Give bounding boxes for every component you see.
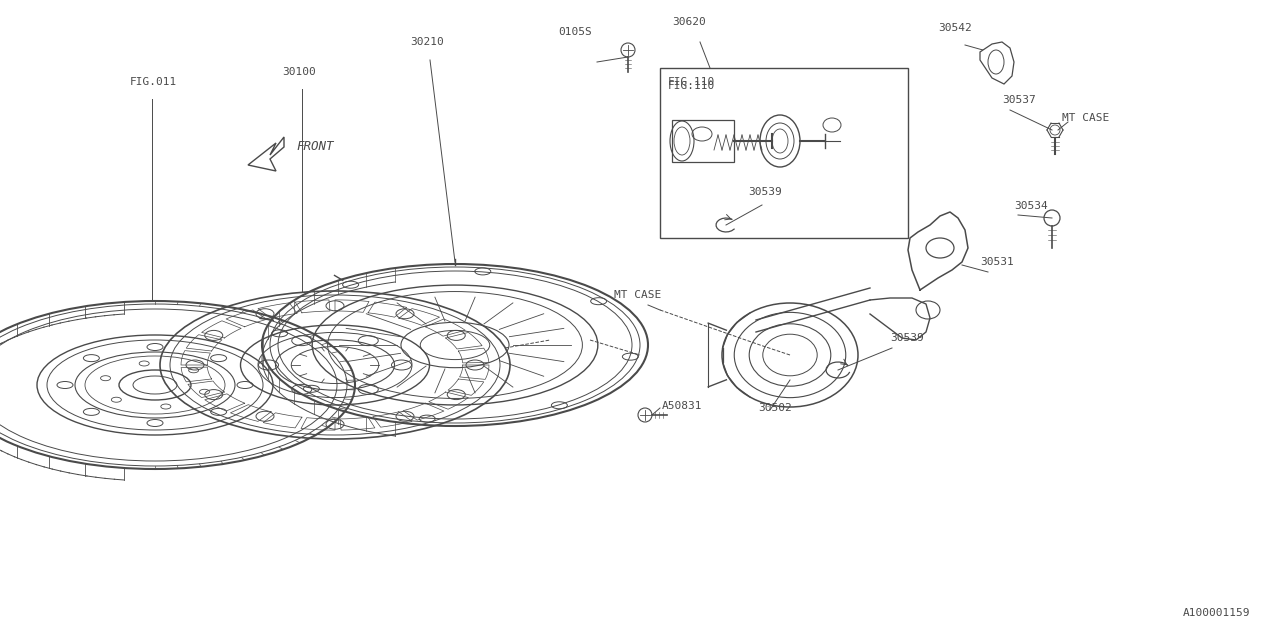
Text: FIG.110: FIG.110 — [668, 77, 716, 87]
Text: 30534: 30534 — [1014, 201, 1048, 211]
Text: FRONT: FRONT — [296, 140, 334, 152]
Text: 30100: 30100 — [282, 67, 316, 77]
Text: 30539: 30539 — [748, 187, 782, 197]
Bar — [660, 68, 908, 238]
Text: 0105S: 0105S — [558, 27, 591, 37]
Text: 30502: 30502 — [758, 403, 792, 413]
Text: FIG.011: FIG.011 — [131, 77, 177, 87]
Text: MT CASE: MT CASE — [614, 290, 662, 300]
Bar — [672, 120, 733, 162]
Text: 30210: 30210 — [410, 37, 444, 47]
Text: A50831: A50831 — [662, 401, 703, 411]
Text: A100001159: A100001159 — [1183, 608, 1251, 618]
Text: 30542: 30542 — [938, 23, 972, 33]
Text: 30531: 30531 — [980, 257, 1014, 267]
Text: 30537: 30537 — [1002, 95, 1036, 105]
Text: 30539: 30539 — [890, 333, 924, 343]
Polygon shape — [248, 137, 284, 171]
Text: MT CASE: MT CASE — [1062, 113, 1110, 123]
Text: 30620: 30620 — [672, 17, 705, 27]
Polygon shape — [980, 42, 1014, 84]
Text: FIG.110: FIG.110 — [668, 81, 716, 91]
